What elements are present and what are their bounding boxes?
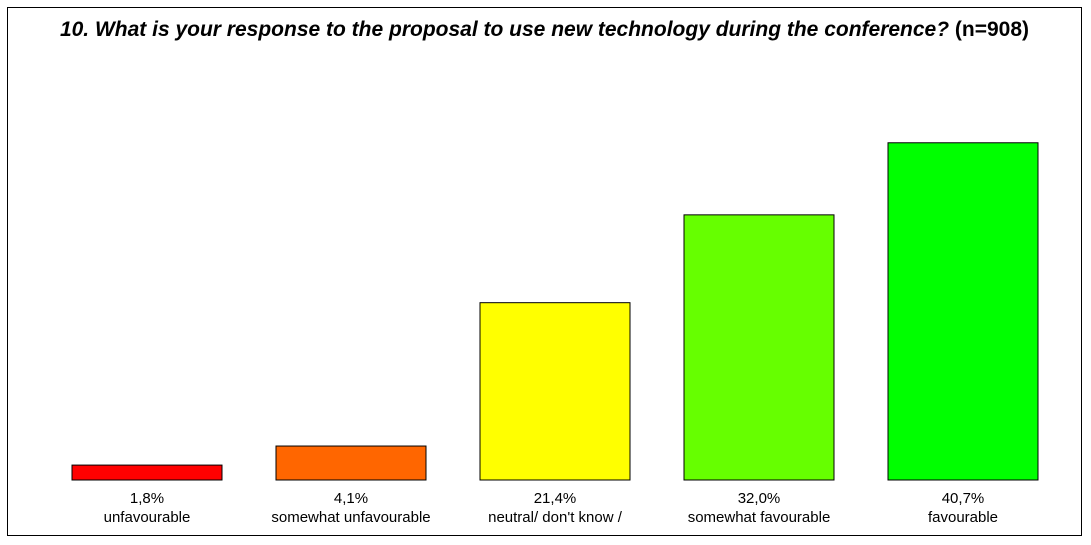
category-label-4: favourable <box>928 509 998 526</box>
sample-size-label: (n=908) <box>954 18 1030 41</box>
category-label-3: somewhat favourable <box>688 509 831 526</box>
category-label-0: unfavourable <box>104 509 191 526</box>
category-label-1: somewhat unfavourable <box>271 509 430 526</box>
chart-title-text: 10. What is your response to the proposa… <box>59 18 950 41</box>
bar-3 <box>683 214 835 481</box>
value-label-3: 32,0% <box>738 490 781 507</box>
value-label-1: 4,1% <box>334 490 368 507</box>
value-label-0: 1,8% <box>130 490 164 507</box>
bar-4 <box>887 142 1039 481</box>
value-label-4: 40,7% <box>942 490 985 507</box>
chart-title: 10. What is your response to the proposa… <box>7 16 1082 43</box>
bar-0 <box>71 464 223 481</box>
bar-1 <box>275 445 427 481</box>
value-label-2: 21,4% <box>534 490 577 507</box>
bar-2 <box>479 302 631 481</box>
category-label-2: neutral/ don't know / <box>488 509 623 526</box>
